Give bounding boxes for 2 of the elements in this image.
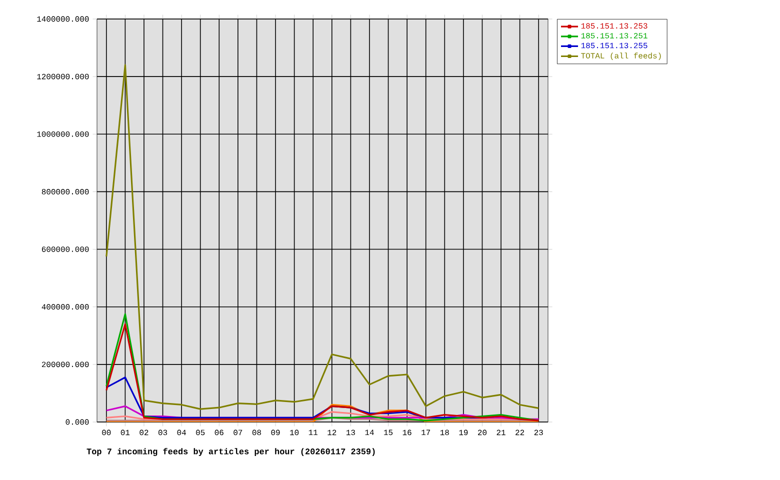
text: Top 7 incoming feeds by articles per hour (20260117 2359) bbox=[86, 448, 375, 456]
line-series bbox=[106, 64, 540, 410]
